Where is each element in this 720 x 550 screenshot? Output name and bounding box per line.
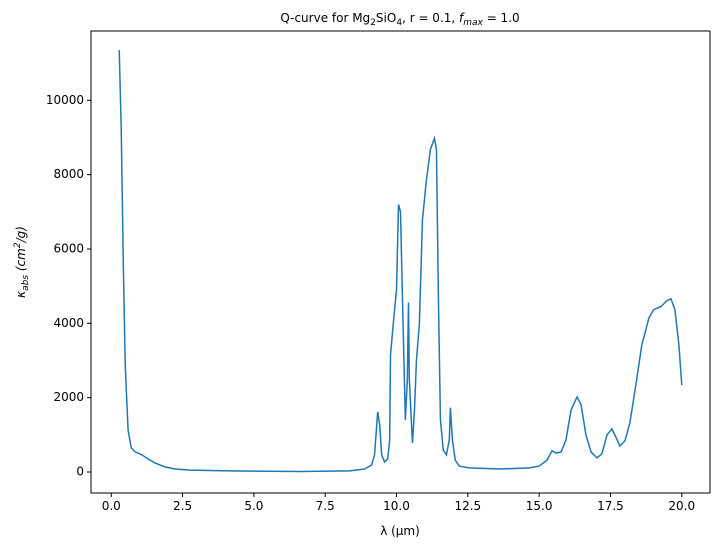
x-tick-label: 20.0 [668,499,695,513]
title-part: Q-curve for Mg [280,11,370,25]
x-tick-label: 5.0 [244,499,263,513]
ylabel-part: (cm [14,248,28,275]
title-part: max [463,18,483,28]
x-tick-label: 12.5 [454,499,481,513]
x-axis-label: λ (μm) [380,524,420,538]
title-part: 4 [396,18,402,28]
y-tick-label: 2000 [53,390,84,404]
x-tick-label: 10.0 [383,499,410,513]
title-part: SiO [376,11,396,25]
y-tick-label: 0 [76,465,84,479]
x-tick-label: 15.0 [526,499,553,513]
title-part: = 1.0 [483,11,520,25]
ylabel-part: abs [21,275,31,291]
y-tick-label: 4000 [53,316,84,330]
y-tick-label: 10000 [46,93,84,107]
title-part: 2 [370,18,376,28]
title-part: , r = 0.1, [402,11,459,25]
chart-title: Q-curve for Mg2SiO4, r = 0.1, fmax = 1.0 [280,11,519,28]
ylabel-part: κ [14,290,28,298]
ylabel-part: 2 [13,242,23,248]
y-tick-label: 6000 [53,241,84,255]
axes-frame [90,30,711,494]
x-tick-label: 17.5 [597,499,624,513]
ylabel-part: /g) [14,226,28,243]
x-tick-label: 7.5 [316,499,335,513]
title-part: f [459,11,465,25]
data-line [118,50,683,473]
x-tick-label: 2.5 [173,499,192,513]
y-tick-label: 8000 [53,167,84,181]
y-axis-label: κabs (cm2/g) [13,226,31,298]
x-tick-label: 0.0 [102,499,121,513]
